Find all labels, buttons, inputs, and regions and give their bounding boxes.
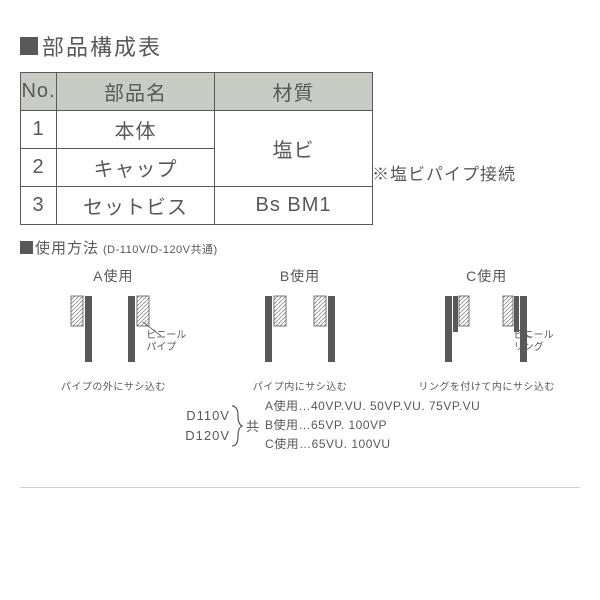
model-1: D110V xyxy=(185,406,230,426)
usage-bullet-icon xyxy=(20,241,33,254)
cell-material: Bs BM1 xyxy=(215,187,373,225)
diagram-a-label: A使用 xyxy=(93,266,133,286)
usage-title: 使用方法 xyxy=(35,237,99,258)
spec-lines: A使用…40VP.VU. 50VP.VU. 75VP.VU B使用…65VP. … xyxy=(265,397,480,455)
spec-line: C使用…65VU. 100VU xyxy=(265,435,480,454)
col-header-material: 材質 xyxy=(215,73,373,111)
cell-name: キャップ xyxy=(57,149,215,187)
diagram-c-annotation: ビニール リング xyxy=(514,330,554,354)
diagram-c-label: C使用 xyxy=(466,266,507,286)
diagram-b-label: B使用 xyxy=(280,266,320,286)
side-note: ※塩ビパイプ接続 xyxy=(372,160,516,185)
divider-line xyxy=(20,487,580,488)
diagram-b: B使用 パイプ内にサシ込む xyxy=(215,266,385,393)
title-bullet-icon xyxy=(20,37,38,55)
table-header-row: No. 部品名 材質 xyxy=(21,73,373,111)
cell-name: 本体 xyxy=(57,111,215,149)
cell-name: セットビス xyxy=(57,187,215,225)
col-header-no: No. xyxy=(21,73,57,111)
diagram-a: A使用 ビニール パイプ パイプの外にサシ込む xyxy=(28,266,198,393)
diagram-c: C使用 ビニール リング リングを付けて内にサシ込む xyxy=(402,266,572,393)
parts-table: No. 部品名 材質 1 本体 塩ビ 2 キャップ 3 セットビス Bs BM1 xyxy=(20,72,373,225)
brace-icon xyxy=(230,404,244,448)
diagram-c-caption: リングを付けて内にサシ込む xyxy=(418,378,555,393)
model-brace: D110V D120V 共 xyxy=(20,397,265,455)
lower-spec-block: D110V D120V 共 A使用…40VP.VU. 50VP.VU. 75VP… xyxy=(20,397,580,455)
spec-line: B使用…65VP. 100VP xyxy=(265,416,480,435)
cell-material: 塩ビ xyxy=(215,111,373,187)
col-header-name: 部品名 xyxy=(57,73,215,111)
diagram-row: A使用 ビニール パイプ パイプの外にサシ込む B使用 xyxy=(20,266,580,393)
table-row: 3 セットビス Bs BM1 xyxy=(21,187,373,225)
table-row: 1 本体 塩ビ xyxy=(21,111,373,149)
section-title: 部品構成表 xyxy=(20,30,580,62)
usage-heading: 使用方法 (D-110V/D-120V共通) xyxy=(20,237,580,258)
brace-text: 共 xyxy=(246,416,259,435)
cell-no: 1 xyxy=(21,111,57,149)
usage-subtitle: (D-110V/D-120V共通) xyxy=(103,241,218,257)
diagram-a-caption: パイプの外にサシ込む xyxy=(61,378,166,393)
title-text: 部品構成表 xyxy=(42,30,162,62)
cell-no: 2 xyxy=(21,149,57,187)
model-2: D120V xyxy=(185,426,230,446)
spec-line: A使用…40VP.VU. 50VP.VU. 75VP.VU xyxy=(265,397,480,416)
diagram-b-svg xyxy=(230,292,370,372)
diagram-a-annotation: ビニール パイプ xyxy=(146,330,186,354)
diagram-b-caption: パイプ内にサシ込む xyxy=(253,378,348,393)
cell-no: 3 xyxy=(21,187,57,225)
